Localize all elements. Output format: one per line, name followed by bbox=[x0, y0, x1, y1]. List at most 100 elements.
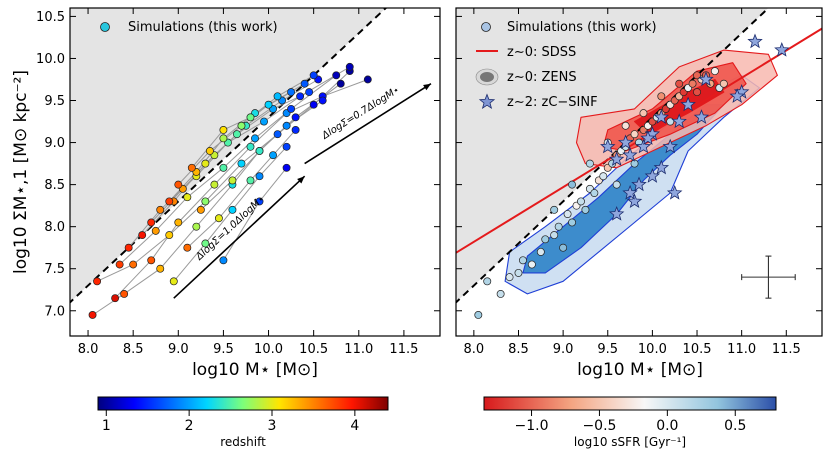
colorbar-tick-label: 2 bbox=[185, 418, 194, 434]
simulation-point bbox=[233, 130, 241, 139]
legend-label-zens: z∼0: ZENS bbox=[507, 70, 577, 85]
simulation-point bbox=[255, 172, 264, 181]
simulation-point bbox=[541, 235, 550, 244]
colorbar-tick-label: 1 bbox=[102, 418, 111, 434]
simulation-point bbox=[581, 205, 590, 214]
simulation-point bbox=[296, 92, 305, 101]
y-tick-label: 8.0 bbox=[44, 220, 65, 235]
simulation-point bbox=[305, 88, 314, 97]
simulation-point bbox=[282, 121, 291, 130]
x-tick-label: 9.0 bbox=[168, 342, 189, 357]
simulation-point bbox=[174, 180, 183, 189]
zcsinf-star bbox=[698, 71, 714, 87]
slope-arrow bbox=[173, 175, 306, 299]
simulation-point bbox=[688, 79, 697, 88]
simulation-point bbox=[251, 134, 259, 143]
simulation-point bbox=[345, 62, 354, 71]
simulation-point bbox=[577, 197, 585, 206]
zcsinf-star bbox=[662, 138, 678, 154]
simulation-point bbox=[120, 289, 129, 298]
redshift-colorbar-bar bbox=[97, 396, 389, 411]
simulation-point bbox=[255, 197, 264, 206]
zcsinf-star bbox=[644, 168, 661, 183]
y-tick-label: 8.5 bbox=[44, 178, 65, 193]
zcsinf-star bbox=[626, 193, 643, 209]
simulation-point bbox=[237, 159, 246, 168]
zcsinf-star bbox=[747, 33, 763, 49]
simulation-point bbox=[639, 109, 648, 118]
zcsinf-star bbox=[680, 96, 696, 112]
right-ticks: 8.0 8.5 9.0 9.5 10.0 10.5 11.0 11.5 bbox=[456, 8, 822, 357]
x-tick-label: 10.0 bbox=[638, 342, 667, 357]
y-tick-label: 7.0 bbox=[44, 304, 65, 319]
simulation-point bbox=[282, 163, 291, 172]
simulation-point bbox=[612, 180, 621, 189]
x-tick-label: 8.5 bbox=[123, 342, 144, 357]
simulation-point bbox=[505, 273, 514, 282]
simulation-point bbox=[483, 277, 492, 286]
colorbar-tick-label: 3 bbox=[268, 418, 277, 434]
simulation-point bbox=[165, 231, 174, 240]
simulation-point bbox=[183, 243, 192, 252]
x-tick-label: 10.0 bbox=[254, 342, 283, 357]
legend-marker-zens-inner bbox=[480, 72, 494, 82]
simulation-point bbox=[183, 193, 192, 202]
simulation-point bbox=[124, 243, 133, 252]
zcsinf-star bbox=[622, 147, 638, 162]
zcsinf-star bbox=[693, 109, 710, 124]
simulation-point bbox=[300, 79, 309, 88]
simulation-point bbox=[630, 130, 639, 139]
left-panel: ΔlogΣ=1.0ΔlogM⋆ΔlogΣ=0.7ΔlogM⋆ 8.0 8.5 9.0… bbox=[11, 7, 441, 380]
simulation-point bbox=[318, 96, 327, 105]
colorbar-tick-label: 0.5 bbox=[724, 418, 746, 434]
simulation-point bbox=[201, 159, 210, 168]
simulation-point bbox=[719, 79, 728, 88]
x-tick-label: 9.5 bbox=[597, 342, 618, 357]
simulation-point bbox=[196, 205, 205, 214]
zcsinf-star bbox=[774, 41, 790, 57]
simulation-point bbox=[474, 311, 483, 319]
simulation-point bbox=[273, 92, 282, 101]
simulation-point bbox=[246, 176, 255, 185]
simulation-point bbox=[568, 218, 576, 227]
right-panel: 8.0 8.5 9.0 9.5 10.0 10.5 11.0 11.5 Simulations… bbox=[455, 7, 823, 380]
redshift-colorbar: 1 2 3 4 redshift bbox=[97, 396, 389, 449]
simulation-point bbox=[590, 189, 599, 197]
simulation-point bbox=[156, 264, 165, 273]
zcsinf-star bbox=[608, 205, 625, 221]
simulation-point bbox=[559, 243, 568, 252]
simulation-point bbox=[219, 134, 228, 143]
zcsinf-star bbox=[671, 113, 687, 129]
simulation-point bbox=[693, 88, 701, 97]
y-tick-label: 9.0 bbox=[44, 136, 65, 151]
simulation-point bbox=[228, 176, 237, 185]
ssfr-colorbar-bar bbox=[483, 396, 777, 411]
colorbar-tick-label: 4 bbox=[350, 418, 359, 434]
colorbar-tick-label: −0.5 bbox=[582, 418, 616, 434]
x-tick-label: 10.5 bbox=[683, 342, 712, 357]
x-tick-label: 8.5 bbox=[508, 342, 529, 357]
zcsinf-star bbox=[622, 184, 638, 200]
zcsinf-star bbox=[653, 109, 670, 124]
simulation-point bbox=[88, 311, 97, 319]
simulation-point bbox=[675, 79, 684, 88]
left-ylabel: log10 ΣM⋆,1 [M⊙ kpc⁻²] bbox=[11, 70, 31, 274]
simulation-point bbox=[309, 71, 318, 80]
simulation-point bbox=[205, 147, 214, 155]
simulation-point bbox=[563, 210, 572, 219]
simulation-track bbox=[96, 70, 351, 282]
y-tick-label: 10.5 bbox=[36, 10, 65, 25]
simulation-track bbox=[92, 83, 341, 316]
zcsinf-star bbox=[666, 184, 683, 200]
right-axes-frame bbox=[455, 7, 823, 337]
forbidden-line-left bbox=[70, 8, 388, 304]
simulation-point bbox=[246, 142, 255, 151]
simulation-point bbox=[151, 226, 160, 235]
simulation-point bbox=[169, 277, 178, 286]
simulation-point bbox=[255, 147, 264, 155]
y-tick-label: 9.5 bbox=[44, 94, 65, 109]
simulation-point bbox=[514, 268, 523, 277]
simulation-points bbox=[88, 62, 372, 319]
left-xlabel: log10 M⋆ [M⊙] bbox=[192, 360, 318, 380]
